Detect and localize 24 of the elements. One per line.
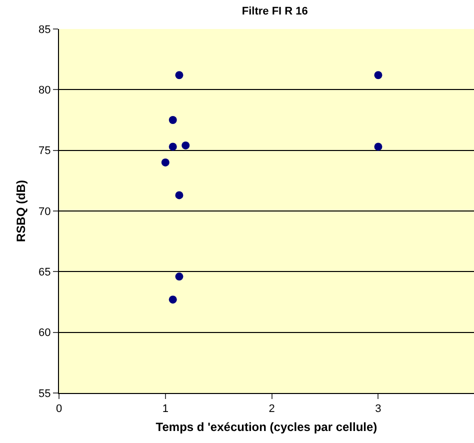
point [175, 272, 184, 281]
point [182, 141, 190, 150]
point [374, 71, 382, 80]
point [175, 191, 184, 200]
x-tick-label: 3 [375, 403, 382, 416]
point [168, 142, 177, 151]
x-tick-label: 1 [162, 403, 168, 416]
y-tick-label: 55 [38, 388, 51, 400]
chart-title: Filtre FI R 16 [242, 5, 308, 18]
x-axis-title: Temps d 'exécution (cycles par cellule) [156, 420, 378, 434]
point [161, 158, 170, 166]
y-tick-label: 75 [38, 145, 51, 158]
x-tick-label: 2 [268, 403, 275, 416]
y-tick-label: 60 [38, 327, 51, 340]
point [168, 296, 177, 304]
y-tick-label: 65 [38, 266, 51, 279]
y-tick-label: 70 [38, 206, 51, 218]
y-tick-label: 85 [38, 24, 51, 36]
y-tick-label: 80 [38, 84, 51, 97]
point [168, 116, 177, 124]
point [175, 71, 184, 80]
point [374, 142, 382, 151]
y-axis-title: RSBQ (dB) [14, 180, 28, 242]
x-tick-label: 0 [56, 403, 62, 416]
